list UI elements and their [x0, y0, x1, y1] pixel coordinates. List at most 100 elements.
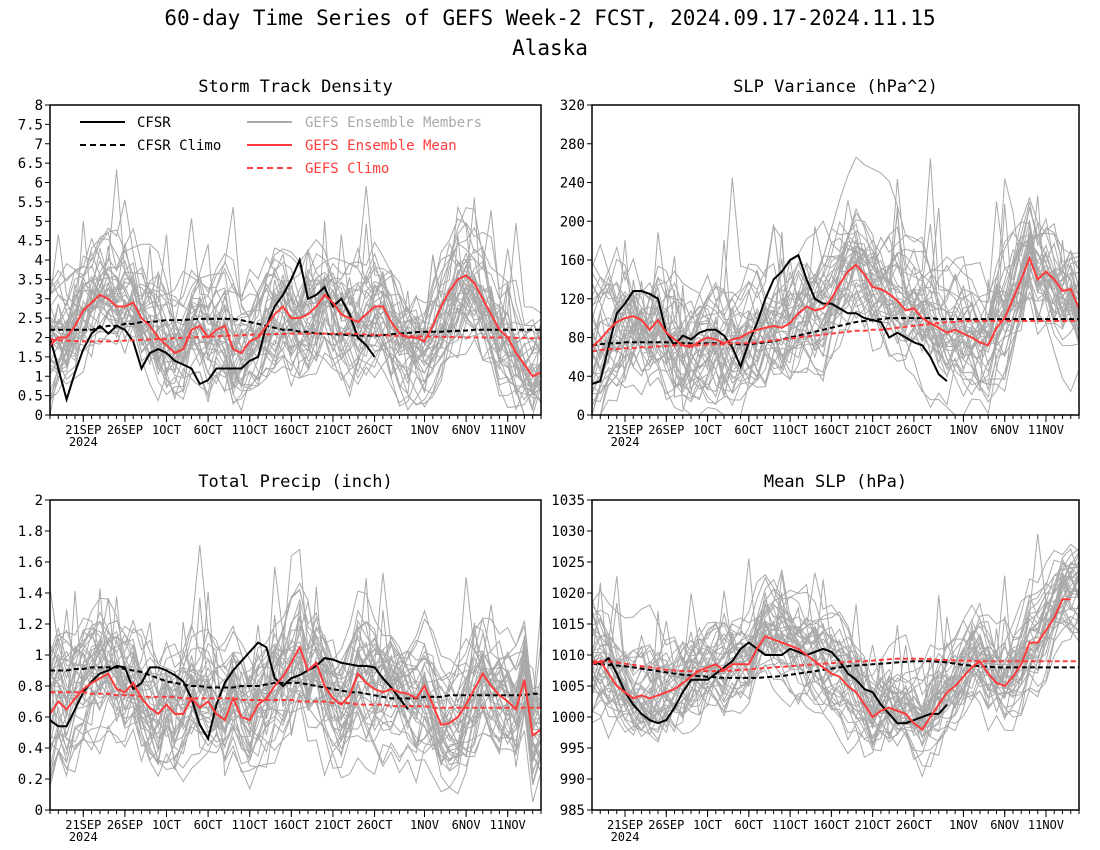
member-line	[50, 260, 541, 369]
member-line	[592, 156, 1079, 395]
member-line	[592, 266, 1079, 415]
member-line	[592, 220, 1079, 415]
y-tick-label: 1	[35, 648, 43, 664]
ensemble-members	[592, 156, 1079, 415]
x-year-label: 2024	[69, 830, 98, 844]
member-line	[592, 226, 1079, 384]
x-tick-label: 26SEP	[107, 423, 143, 437]
y-tick-label: 160	[560, 253, 585, 269]
gefs-climo-line	[592, 657, 1079, 673]
cfsr-climo-line	[592, 660, 1079, 679]
gefs-climo-line	[50, 691, 541, 709]
x-tick-label: 16OCT	[273, 818, 309, 832]
y-tick-label: 1000	[551, 710, 585, 726]
member-line	[50, 243, 541, 411]
gefs-climo-line	[592, 320, 1079, 353]
member-line	[592, 158, 1079, 400]
member-line	[50, 249, 541, 399]
member-line	[50, 656, 541, 773]
member-line	[50, 252, 541, 411]
member-line	[592, 615, 1079, 737]
member-line	[50, 659, 541, 789]
y-tick-label: 0.2	[18, 772, 43, 788]
x-tick-label: 1OCT	[152, 818, 181, 832]
member-line	[592, 572, 1079, 748]
x-tick-label: 21OCT	[855, 818, 891, 832]
gefs-ensemble-mean-line	[592, 598, 1071, 731]
member-line	[50, 251, 541, 396]
x-tick-label: 1NOV	[410, 423, 439, 437]
cfsr-climo-line	[50, 666, 541, 700]
y-tick-label: 1.4	[18, 586, 43, 602]
x-tick-label: 11OCT	[232, 818, 268, 832]
y-tick-label: 0	[35, 803, 43, 819]
y-tick-label: 2.5	[18, 311, 43, 327]
member-line	[592, 221, 1079, 391]
y-tick-label: 990	[560, 772, 585, 788]
y-tick-label: 7	[35, 137, 43, 153]
x-tick-label: 6OCT	[194, 423, 223, 437]
member-line	[592, 235, 1079, 396]
panel-title: Mean SLP (hPa)	[764, 472, 907, 492]
legend: CFSR CFSR Climo GEFS Ensemble Members GEFS …	[80, 115, 482, 177]
y-tick-label: 4	[35, 253, 43, 269]
x-year-label: 2024	[611, 830, 640, 844]
x-tick-label: 6NOV	[990, 818, 1019, 832]
member-line	[592, 195, 1079, 398]
y-tick-label: 7.5	[18, 117, 43, 133]
y-tick-label: 1.8	[18, 524, 43, 540]
x-tick-label: 26SEP	[107, 818, 143, 832]
x-tick-label: 21OCT	[315, 423, 351, 437]
member-line	[592, 587, 1079, 728]
x-tick-label: 21SEP	[65, 423, 101, 437]
cfsr-line	[592, 253, 948, 385]
member-line	[50, 638, 541, 759]
x-tick-label: 1OCT	[693, 423, 722, 437]
member-line	[50, 248, 541, 405]
x-tick-label: 11NOV	[490, 818, 526, 832]
x-tick-label: 26OCT	[896, 818, 932, 832]
x-tick-label: 11NOV	[1028, 423, 1064, 437]
y-tick-label: 320	[560, 98, 585, 114]
member-line	[592, 563, 1079, 739]
panel-4: Mean SLP (hPa) 985 990 995 1000 1005 1010 1015 1…	[551, 472, 1080, 844]
legend-cfsr-label: CFSR	[137, 115, 171, 131]
x-tick-label: 1NOV	[949, 423, 978, 437]
x-tick-label: 16OCT	[813, 818, 849, 832]
panel-2: SLP Variance (hPa^2) 0 40 80 120 160 200 240 280…	[560, 77, 1080, 449]
y-tick-label: 0.6	[18, 710, 43, 726]
y-tick-label: 3.5	[18, 272, 43, 288]
y-tick-label: 80	[568, 331, 585, 347]
gefs-climo-line	[50, 332, 541, 343]
legend-ens-mean-label: GEFS Ensemble Mean	[305, 138, 457, 154]
panel-title: SLP Variance (hPa^2)	[733, 77, 938, 97]
member-line	[50, 588, 541, 760]
x-tick-label: 6NOV	[990, 423, 1019, 437]
ensemble-members	[592, 533, 1079, 778]
member-line	[592, 220, 1079, 373]
y-tick-label: 6.5	[18, 156, 43, 172]
y-tick-label: 8	[35, 98, 43, 114]
y-tick-label: 1015	[551, 617, 585, 633]
member-line	[592, 574, 1079, 737]
y-tick-label: 0.4	[18, 741, 43, 757]
x-tick-label: 6NOV	[452, 423, 481, 437]
y-tick-label: 1030	[551, 524, 585, 540]
y-tick-label: 0.8	[18, 679, 43, 695]
x-year-label: 2024	[611, 435, 640, 449]
x-tick-label: 11OCT	[772, 818, 808, 832]
member-line	[592, 569, 1079, 739]
y-tick-label: 1.5	[18, 350, 43, 366]
y-tick-label: 1005	[551, 679, 585, 695]
member-line	[50, 249, 541, 412]
x-tick-label: 16OCT	[813, 423, 849, 437]
x-tick-label: 11NOV	[1028, 818, 1064, 832]
member-line	[50, 220, 541, 398]
member-line	[50, 653, 541, 772]
panel-title: Total Precip (inch)	[198, 472, 392, 492]
y-tick-label: 240	[560, 176, 585, 192]
member-line	[592, 245, 1079, 399]
x-tick-label: 11OCT	[232, 423, 268, 437]
y-tick-label: 995	[560, 741, 585, 757]
member-line	[50, 283, 541, 388]
